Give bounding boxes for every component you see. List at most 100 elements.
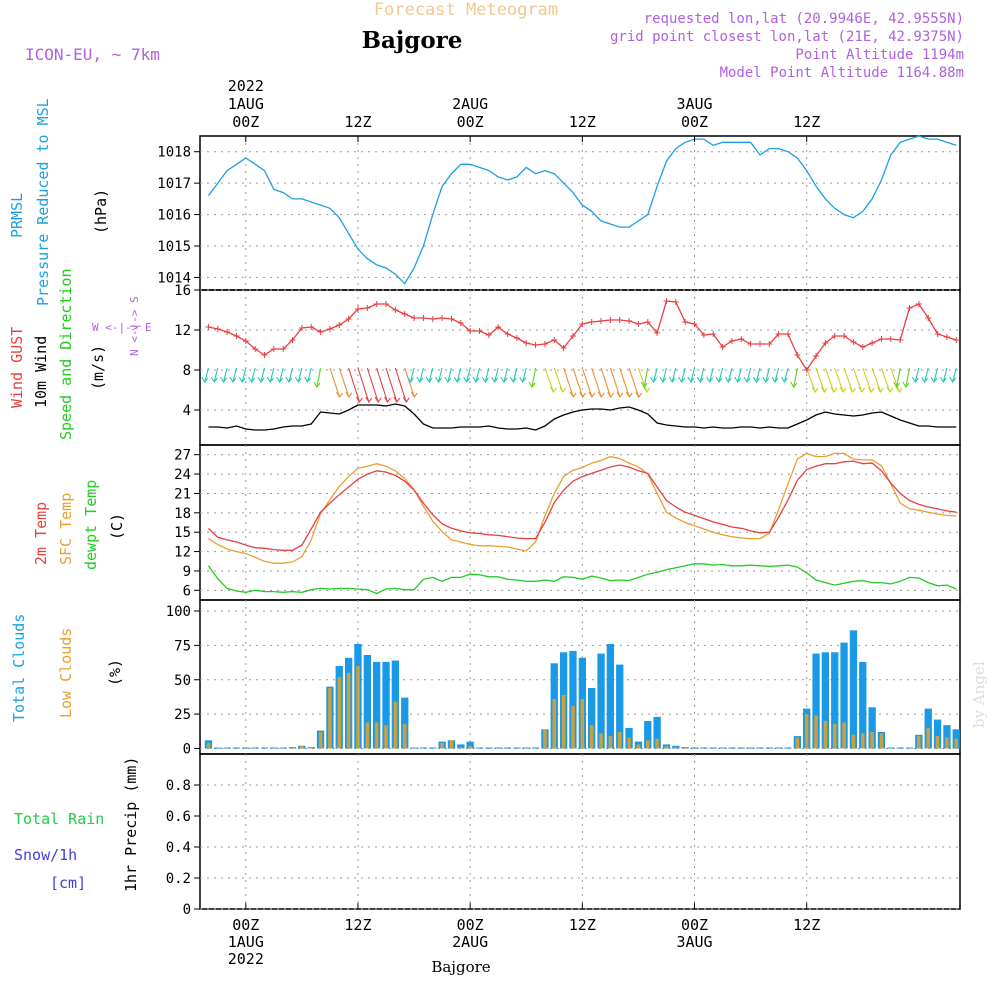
wind-arrow <box>619 367 630 398</box>
chart-title: Forecast Meteogram <box>374 0 558 20</box>
wind-arrow <box>419 367 424 383</box>
gust-series-marker <box>869 340 876 346</box>
time-label: 12Z <box>344 113 371 131</box>
wind-arrow <box>475 367 481 383</box>
total-clouds-bar <box>429 747 437 749</box>
gust-label: Wind GUST <box>8 327 26 408</box>
total-clouds-bar <box>616 664 624 749</box>
wind-arrow <box>637 367 648 393</box>
wind-arrowhead <box>687 376 695 383</box>
wind-arrow <box>591 367 602 398</box>
low-clouds-bar <box>543 729 547 749</box>
gust-series-marker <box>794 352 801 358</box>
pressure-panel: 1014 1015 1016 1017 1018 <box>157 135 961 291</box>
wind-arrowhead <box>762 376 770 383</box>
wind-arrowhead <box>616 391 624 398</box>
total-clouds-bar <box>905 747 914 749</box>
low-clouds-bar <box>935 736 940 749</box>
gust-series-marker <box>205 324 212 330</box>
gust-series-marker <box>308 324 315 330</box>
time-label: 1AUG <box>228 933 264 951</box>
wind-arrow <box>662 367 668 383</box>
low-clouds-bar <box>589 725 594 749</box>
gust-series-marker <box>897 337 904 343</box>
wind-arrowhead <box>635 391 643 398</box>
gust-series-marker <box>326 326 333 332</box>
wind-arrowhead <box>930 376 938 383</box>
wind-arrow <box>338 367 350 398</box>
temperature-panel: 6 9 12 15 18 21 24 27 <box>174 444 961 601</box>
wind-arrow <box>843 367 854 393</box>
wind-arrow <box>348 367 360 403</box>
gust-series-marker <box>252 346 259 352</box>
wind-arrow <box>806 367 816 393</box>
gust-series-marker <box>607 317 614 323</box>
total-clouds-bar <box>513 747 521 749</box>
pressure-frame <box>199 135 961 291</box>
low-clouds-bar <box>571 705 575 749</box>
gust-series-marker <box>943 334 950 340</box>
low-clouds-bar <box>926 727 930 749</box>
total-clouds-bar <box>214 747 222 749</box>
total-clouds-bar <box>232 747 241 749</box>
total-clouds-bar <box>522 747 530 749</box>
gust-series-marker <box>560 345 567 351</box>
low-clouds-bar <box>393 701 398 749</box>
low-clouds-bar <box>851 734 856 749</box>
time-label: 2022 <box>228 950 264 968</box>
pressure-series <box>207 135 957 285</box>
wind-arrow <box>942 367 948 383</box>
clouds-panel: 0 25 50 75 100 <box>166 599 961 758</box>
time-label: 3AUG <box>676 95 712 113</box>
wind-arrowhead <box>877 386 884 393</box>
time-label: 12Z <box>569 113 596 131</box>
low-clouds-bar <box>552 699 557 749</box>
low-clouds-bar <box>300 745 304 749</box>
gust-series-marker <box>785 331 791 337</box>
wind-arrowhead <box>830 386 838 393</box>
gust-series-marker <box>373 301 380 307</box>
gust-series-marker <box>261 352 268 358</box>
temp-unit-label: (C) <box>108 513 126 540</box>
wind-arrowhead <box>313 381 321 388</box>
wind-arrow <box>531 367 537 388</box>
gust-series-marker <box>523 340 530 346</box>
wind-arrowhead <box>743 376 751 383</box>
wind-arrow <box>357 367 370 403</box>
precip-axis-label: 1hr Precip (mm) <box>122 757 140 892</box>
low-clouds-bar <box>842 722 846 749</box>
total-clouds-bar <box>747 747 755 749</box>
wind-arrowhead <box>491 376 499 383</box>
wind-arrow <box>628 367 640 398</box>
pressure-ytick-label: 1015 <box>157 239 191 255</box>
low-clouds-bar <box>664 745 669 749</box>
wind-arrow <box>409 367 415 383</box>
time-label: 2022 <box>228 77 264 95</box>
credit-watermark: by Angel <box>970 661 988 728</box>
wind-arrow <box>765 367 770 383</box>
gust-series-marker <box>383 301 389 307</box>
wind-arrowhead <box>921 376 929 383</box>
total-clouds-bar <box>588 688 596 749</box>
panels: 1014 1015 1016 1017 1018 4 8 12 16 6 9 12 15 18 21 24 27… <box>157 135 961 918</box>
wind-arrowhead <box>706 376 714 383</box>
wind-arrow <box>600 367 612 398</box>
total-clouds-bar <box>896 747 904 749</box>
wind-arrowhead <box>939 376 947 383</box>
gust-series-marker <box>289 337 296 343</box>
total-clouds-bar <box>765 747 773 749</box>
wind-panel: 4 8 12 16 <box>174 283 961 446</box>
time-label: 12Z <box>793 916 820 934</box>
gust-series-marker <box>420 315 427 321</box>
wind-ytick-label: 12 <box>174 323 191 339</box>
wind-arrow <box>896 367 901 388</box>
wind-arrowhead <box>771 376 779 383</box>
grid-point-coords: grid point closest lon,lat (21E, 42.9375… <box>610 29 964 45</box>
clouds-unit-label: (%) <box>106 659 124 686</box>
point-altitude: Point Altitude 1194m <box>795 47 964 63</box>
gust-series-marker <box>682 319 689 325</box>
wind-arrowhead <box>355 396 363 403</box>
gust-series-marker <box>298 325 305 331</box>
